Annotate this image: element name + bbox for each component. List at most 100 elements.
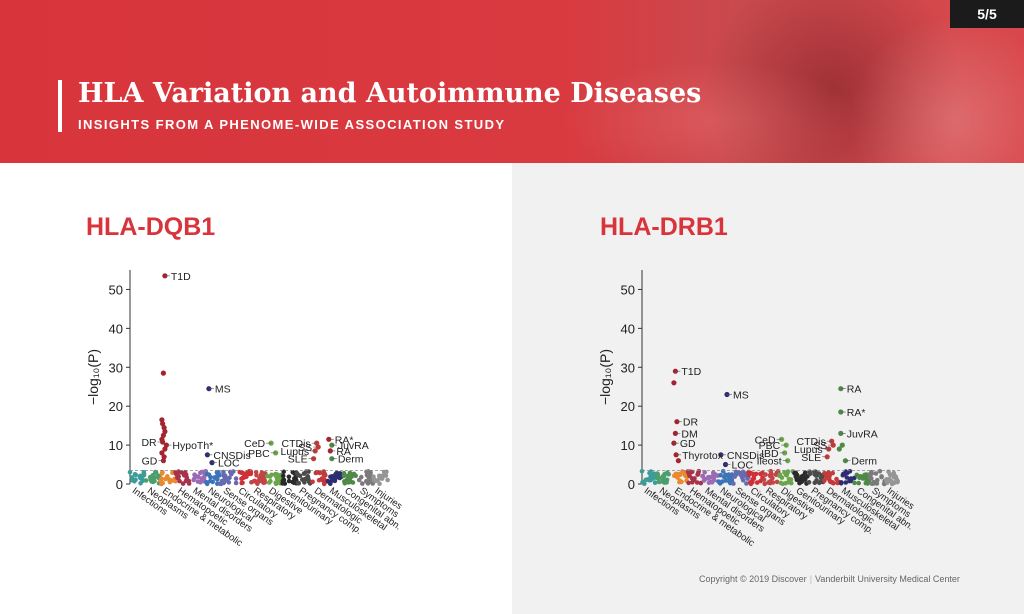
data-point — [671, 380, 677, 386]
data-point — [162, 273, 168, 279]
data-point — [675, 458, 681, 464]
background-point — [280, 473, 286, 479]
data-point — [160, 432, 166, 438]
data-point — [327, 448, 333, 454]
y-tick-label: 30 — [109, 360, 123, 375]
background-point — [218, 481, 224, 487]
background-point — [729, 477, 735, 483]
background-point — [173, 478, 178, 484]
data-point — [329, 442, 335, 448]
background-point — [191, 477, 196, 483]
manhattan-plot-dqb1: 0 10 20 30 40 50 −log₁₀(P) T1D DR HypoTh* GD MS CNSD… — [85, 270, 404, 549]
background-point — [240, 475, 246, 480]
background-point — [253, 469, 259, 475]
background-point — [758, 478, 763, 484]
point-label: CeD — [755, 434, 776, 446]
background-point — [150, 472, 156, 478]
background-point — [385, 477, 390, 483]
background-point — [868, 475, 874, 481]
background-point — [159, 481, 164, 487]
data-point — [312, 448, 318, 454]
background-point — [887, 472, 893, 477]
background-point — [296, 481, 302, 486]
background-point — [686, 480, 691, 486]
background-point — [642, 481, 647, 486]
background-point — [645, 477, 651, 482]
point-label: SS — [298, 442, 312, 454]
background-point — [682, 472, 688, 477]
background-point — [746, 472, 752, 477]
background-point — [322, 473, 328, 478]
background-point — [167, 478, 172, 484]
data-point — [206, 386, 212, 392]
background-point — [738, 472, 743, 478]
background-point — [694, 480, 700, 485]
background-point — [195, 479, 201, 484]
background-point — [300, 477, 305, 482]
point-label: LOC — [218, 458, 240, 470]
background-point — [758, 471, 763, 477]
background-point — [268, 478, 273, 484]
background-point — [675, 475, 680, 480]
background-point — [204, 471, 210, 477]
background-point — [873, 471, 879, 476]
title-accent-rule — [58, 80, 62, 132]
background-point — [276, 473, 281, 478]
background-point — [844, 475, 850, 480]
background-point — [852, 480, 857, 486]
data-point — [161, 425, 167, 431]
background-point — [333, 473, 339, 479]
data-point — [162, 428, 168, 435]
background-point — [225, 477, 230, 483]
background-point — [718, 472, 723, 478]
data-point — [838, 430, 844, 436]
background-point — [664, 480, 669, 485]
y-tick-label: 20 — [109, 399, 123, 414]
background-point — [306, 477, 311, 483]
background-point — [262, 480, 267, 485]
background-point — [375, 478, 380, 483]
background-point — [130, 477, 135, 483]
background-point — [826, 470, 831, 475]
background-point — [655, 474, 660, 479]
background-point — [726, 472, 732, 477]
point-label: Ileost — [757, 456, 782, 468]
background-point — [848, 476, 854, 481]
background-point — [879, 474, 884, 480]
point-label: IBD — [761, 448, 779, 460]
background-point — [731, 481, 736, 486]
background-point — [702, 470, 707, 475]
data-point — [161, 454, 167, 460]
data-point — [160, 458, 166, 464]
background-point — [317, 470, 322, 476]
background-point — [723, 478, 728, 483]
background-point — [767, 472, 773, 478]
y-axis-label: −log₁₀(P) — [597, 349, 613, 405]
header-banner: HLA Variation and Autoimmune Diseases IN… — [0, 0, 1024, 163]
data-point — [838, 386, 844, 392]
chart-title-drb1: HLA-DRB1 — [600, 213, 728, 241]
background-point — [138, 481, 143, 486]
background-point — [239, 480, 244, 486]
background-point — [351, 471, 357, 477]
background-point — [732, 474, 738, 479]
background-point — [691, 477, 697, 483]
background-point — [222, 473, 228, 478]
point-label: CNSDis — [213, 450, 250, 462]
point-label: JuvRA — [847, 428, 878, 440]
y-tick-label: 40 — [109, 321, 123, 336]
data-point — [204, 452, 210, 458]
point-label: CTDis — [797, 436, 826, 448]
background-point — [196, 474, 201, 480]
background-point — [258, 478, 263, 484]
background-point — [835, 480, 840, 485]
background-point — [286, 478, 292, 484]
background-point — [877, 468, 883, 474]
data-point — [836, 446, 842, 452]
banner-photo-shadow — [704, 0, 964, 163]
page-title: HLA Variation and Autoimmune Diseases — [78, 78, 702, 109]
point-label: CTDis — [281, 438, 310, 450]
chart-title-dqb1: HLA-DQB1 — [86, 213, 216, 241]
background-point — [761, 477, 767, 482]
background-point — [856, 480, 861, 486]
